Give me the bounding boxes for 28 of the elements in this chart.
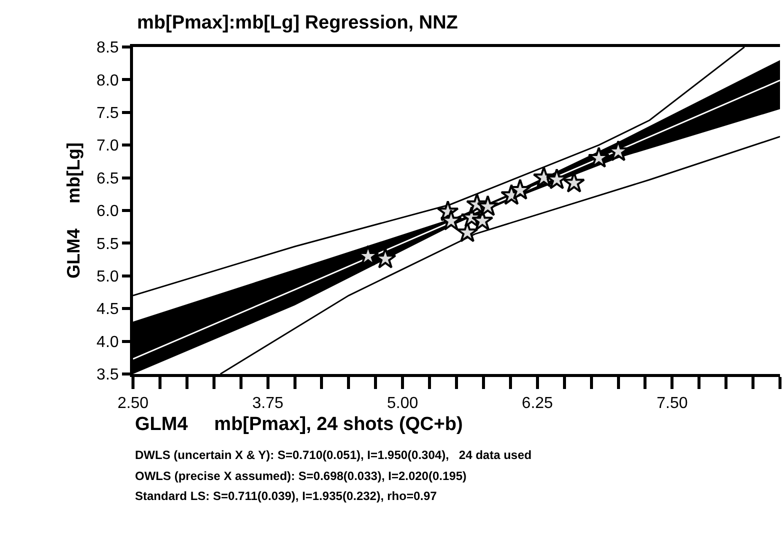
y-tick-label: 5.5 <box>96 236 119 253</box>
y-tick-label: 7.5 <box>96 105 119 122</box>
text: DWLS (uncertain X & Y): S=0.710(0.051), I=1.950(0.304), 24 data used <box>135 448 532 462</box>
text: Standard LS: S=0.711(0.039), I=1.935(0.232), rho=0.97 <box>135 489 438 503</box>
x-tick-label: 2.50 <box>117 395 149 412</box>
y-tick-label: 8.5 <box>96 40 119 57</box>
x-tick-label: 6.25 <box>522 395 554 412</box>
x-tick-label: 7.50 <box>656 395 688 412</box>
point <box>546 168 568 190</box>
point <box>588 146 610 168</box>
x-tick-label: 5.00 <box>387 395 418 412</box>
y-axis-title: GLM4 mb[Lg] <box>64 142 84 278</box>
x-tick-label: 3.75 <box>252 395 284 412</box>
y-tick-label: 5.0 <box>96 268 119 286</box>
y-tick-label: 6.5 <box>96 170 119 188</box>
point <box>476 195 499 216</box>
y-tick-label: 4.5 <box>96 301 119 318</box>
point <box>509 178 532 200</box>
y-tick-label: 7.0 <box>96 138 119 155</box>
y-tick-label: 6.0 <box>96 203 119 220</box>
point <box>471 209 494 230</box>
point <box>440 209 462 230</box>
y-tick-label: 3.5 <box>96 366 119 384</box>
text: OWLS (precise X assumed): S=0.698(0.033), I=2.020(0.195) <box>135 469 467 483</box>
y-tick-label: 8.0 <box>96 72 119 90</box>
x-axis-title: GLM4 mb[Pmax], 24 shots (QC+b) <box>135 414 463 435</box>
chart-title: mb[Pmax]:mb[Lg] Regression, NNZ <box>137 12 458 34</box>
y-tick-label: 4.0 <box>96 334 119 351</box>
